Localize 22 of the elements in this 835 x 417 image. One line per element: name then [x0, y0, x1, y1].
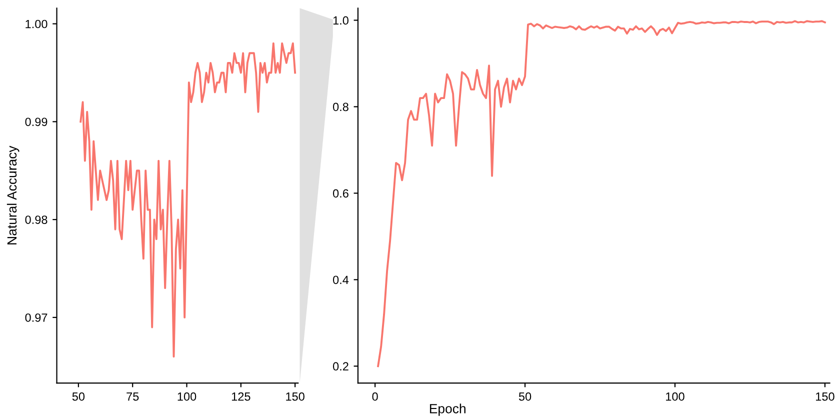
- y-tick-label: 0.4: [332, 276, 349, 284]
- y-tick-label: 0.6: [332, 189, 348, 198]
- x-tick-label: 50: [72, 392, 85, 401]
- x-axis-title: Epoch: [430, 404, 466, 416]
- y-tick-label: 0.99: [25, 118, 48, 126]
- y-tick-label: 0.2: [332, 362, 348, 371]
- y-tick-label: 0.97: [25, 313, 48, 322]
- x-tick-label: 150: [816, 392, 834, 401]
- x-tick-label: 100: [666, 392, 684, 401]
- x-tick-label: 125: [232, 392, 250, 401]
- y-tick-label: 1.0: [333, 16, 348, 25]
- x-tick-label: 150: [286, 392, 304, 401]
- y-tick-label: 1.00: [26, 20, 48, 28]
- y-tick-label: 0.98: [25, 216, 48, 224]
- line-series: [377, 20, 826, 368]
- x-tick-label: 50: [518, 392, 532, 401]
- x-tick-label: 75: [126, 392, 139, 401]
- y-axis-title: Natural Accuracy: [6, 146, 20, 244]
- x-tick-label: 100: [178, 392, 196, 401]
- line-series: [80, 42, 296, 358]
- y-tick-label: 0.8: [332, 102, 348, 112]
- x-tick-label: 0: [372, 392, 378, 401]
